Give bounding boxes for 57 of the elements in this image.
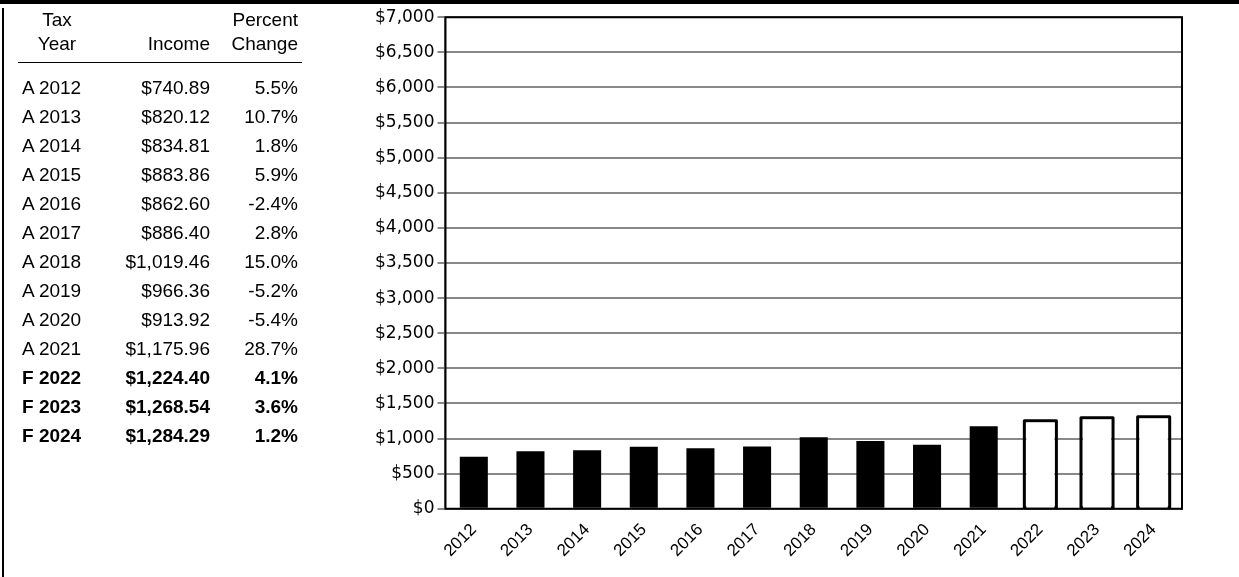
y-tick-label: $3,000 xyxy=(375,286,435,307)
text: Percent Change xyxy=(214,8,302,63)
text: -5.4% xyxy=(247,307,299,332)
text: 1.2% xyxy=(253,423,299,448)
text: F 2023 xyxy=(21,394,83,419)
y-tick-label: $500 xyxy=(391,462,435,483)
text: $913.92 xyxy=(140,307,211,332)
text: $862.60 xyxy=(140,191,211,216)
text: 28.7% xyxy=(243,336,299,361)
text: $1,268.54 xyxy=(124,394,211,419)
y-tick-label: $5,000 xyxy=(375,146,435,167)
y-tick-label: $0 xyxy=(412,497,435,518)
text: 1.8% xyxy=(253,133,299,158)
y-tick-label: $4,000 xyxy=(375,216,435,237)
y-tick-label: $4,500 xyxy=(375,181,435,202)
text: A 2021 xyxy=(21,336,83,361)
text: 15.0% xyxy=(243,249,299,274)
text: A 2014 xyxy=(21,133,83,158)
text: 2.8% xyxy=(253,220,299,245)
text: 10.7% xyxy=(243,104,299,129)
text: A 2015 xyxy=(21,162,83,187)
text: $1,175.96 xyxy=(124,336,211,361)
text: -5.2% xyxy=(247,278,299,303)
text: $886.40 xyxy=(140,220,211,245)
text: -2.4% xyxy=(247,191,299,216)
text: $1,224.40 xyxy=(124,365,211,390)
text: A 2017 xyxy=(21,220,83,245)
text: $834.81 xyxy=(140,133,211,158)
text: 3.6% xyxy=(253,394,299,419)
y-tick-label: $6,000 xyxy=(375,75,435,96)
text: $966.36 xyxy=(140,278,211,303)
text: $1,284.29 xyxy=(124,423,211,448)
text: A 2013 xyxy=(21,104,83,129)
text: 5.5% xyxy=(253,75,299,100)
text: A 2019 xyxy=(21,278,83,303)
y-tick-label: $3,500 xyxy=(375,251,435,272)
text: Tax Year xyxy=(18,8,96,63)
text: $1,019.46 xyxy=(124,249,211,274)
text: A 2012 xyxy=(21,75,83,100)
y-tick-label: $6,500 xyxy=(375,40,435,61)
text: $740.89 xyxy=(140,75,211,100)
text: F 2022 xyxy=(21,365,83,390)
y-tick-label: $1,500 xyxy=(375,391,435,412)
text: 4.1% xyxy=(253,365,299,390)
y-tick-label: $2,000 xyxy=(375,356,435,377)
text: $883.86 xyxy=(140,162,211,187)
text: A 2016 xyxy=(21,191,83,216)
text: F 2024 xyxy=(21,423,83,448)
text: Income xyxy=(96,8,214,63)
y-tick-label: $1,000 xyxy=(375,427,435,448)
y-tick-label: $2,500 xyxy=(375,321,435,342)
text: $820.12 xyxy=(140,104,211,129)
y-tick-label: $5,500 xyxy=(375,110,435,131)
text: 5.9% xyxy=(253,162,299,187)
text: A 2020 xyxy=(21,307,83,332)
text: A 2018 xyxy=(21,249,83,274)
y-tick-label: $7,000 xyxy=(375,5,435,26)
